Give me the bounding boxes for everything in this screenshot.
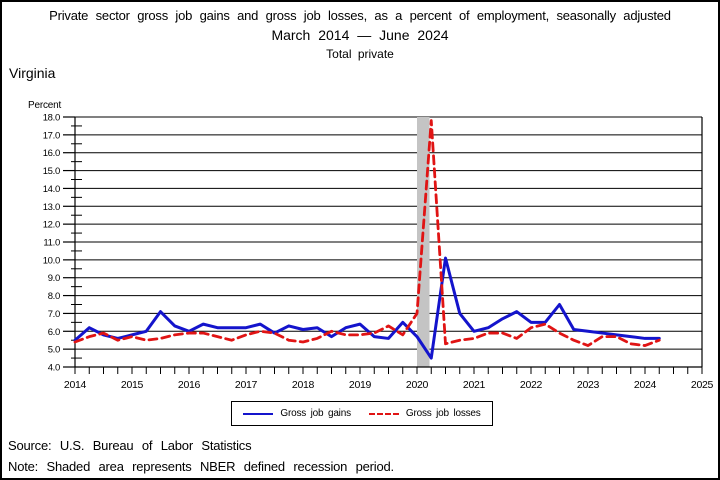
line-chart: 4.0 5.0 6.0 7.0 8.0 9.0 10.0 11.0 12.0 13.0 14.0 15…	[43, 113, 714, 392]
svg-text:10.0: 10.0	[43, 255, 60, 266]
svg-text:7.0: 7.0	[48, 309, 60, 320]
note-text: Note: Shaded area represents NBER define…	[8, 459, 394, 474]
svg-text:13.0: 13.0	[43, 202, 60, 213]
chart-title: Private sector gross job gains and gross…	[49, 8, 671, 23]
svg-text:4.0: 4.0	[48, 363, 60, 374]
chart-industry-subtitle: Total private	[326, 47, 394, 61]
chart-header: Private sector gross job gains and gross…	[2, 8, 718, 61]
svg-text:2014: 2014	[64, 379, 87, 391]
svg-text:15.0: 15.0	[43, 166, 60, 177]
svg-text:6.0: 6.0	[48, 327, 60, 338]
legend-losses-label: Gross job losses	[405, 408, 481, 419]
svg-text:2022: 2022	[520, 379, 543, 391]
svg-text:16.0: 16.0	[43, 148, 60, 159]
legend-item-gains: Gross job gains	[243, 408, 351, 419]
legend-gains-label: Gross job gains	[280, 408, 351, 419]
region-label: Virginia	[9, 65, 56, 81]
svg-text:18.0: 18.0	[43, 113, 60, 124]
svg-text:2018: 2018	[292, 379, 315, 391]
svg-text:2025: 2025	[691, 379, 714, 391]
svg-text:11.0: 11.0	[43, 238, 60, 249]
svg-text:14.0: 14.0	[43, 184, 60, 195]
svg-text:2023: 2023	[577, 379, 600, 391]
legend-item-losses: Gross job losses	[368, 408, 481, 419]
svg-text:5.0: 5.0	[48, 345, 60, 356]
svg-text:2015: 2015	[121, 379, 144, 391]
y-axis-unit-label: Percent	[28, 100, 62, 111]
gains-line-swatch-icon	[243, 412, 274, 415]
losses-line-swatch-icon	[368, 412, 399, 415]
svg-text:2024: 2024	[634, 379, 657, 391]
svg-text:17.0: 17.0	[43, 130, 60, 141]
legend: Gross job gains Gross job losses	[231, 401, 493, 426]
chart-date-range: March 2014 — June 2024	[271, 27, 449, 43]
svg-text:2017: 2017	[235, 379, 258, 391]
svg-text:2016: 2016	[178, 379, 201, 391]
svg-text:8.0: 8.0	[48, 291, 60, 302]
svg-text:2021: 2021	[463, 379, 486, 391]
svg-text:9.0: 9.0	[48, 273, 60, 284]
svg-text:12.0: 12.0	[43, 220, 60, 231]
svg-text:2020: 2020	[406, 379, 429, 391]
source-text: Source: U.S. Bureau of Labor Statistics	[8, 438, 252, 453]
svg-text:2019: 2019	[349, 379, 372, 391]
